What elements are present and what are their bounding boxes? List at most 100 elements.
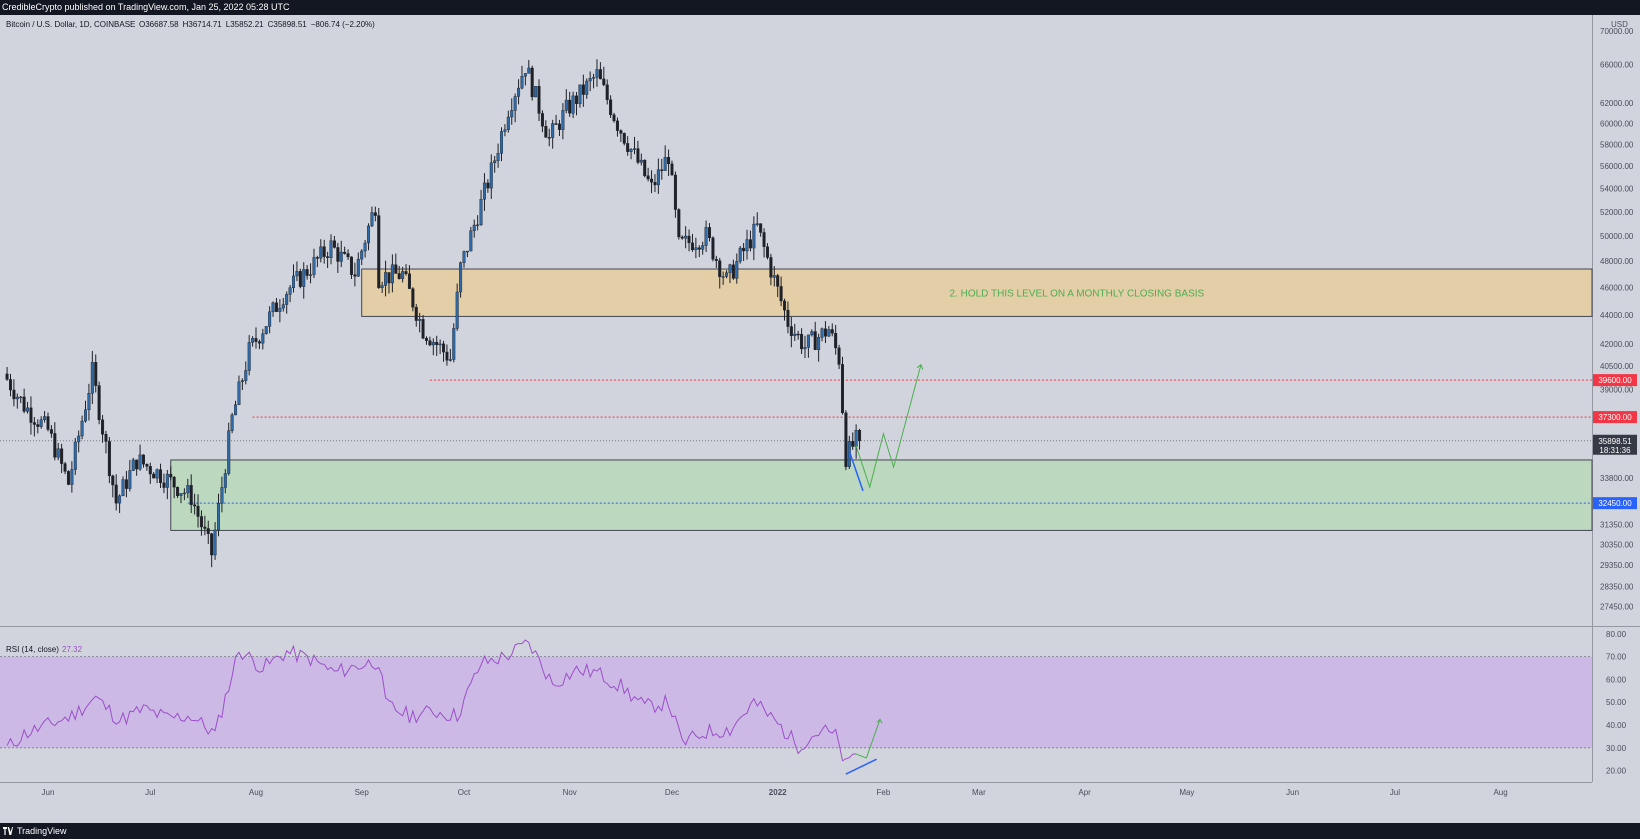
candle-body	[193, 504, 197, 507]
time-tick-label: Dec	[665, 788, 679, 797]
candle-body	[8, 379, 12, 391]
candle-body	[46, 416, 50, 430]
candle	[179, 493, 183, 504]
candle	[84, 400, 88, 423]
price-tick-label: 48000.00	[1600, 257, 1634, 266]
candle	[595, 59, 599, 87]
candle	[534, 86, 538, 98]
price-tick-label: 39000.00	[1600, 386, 1634, 395]
candle	[506, 110, 510, 133]
candle	[8, 373, 12, 397]
candle	[817, 333, 821, 362]
candle-body	[268, 311, 272, 327]
rsi-tick-label: 80.00	[1606, 630, 1627, 639]
candle	[203, 515, 207, 536]
candle-body	[411, 288, 415, 308]
candle-body	[854, 430, 858, 447]
candle	[701, 241, 705, 255]
candle	[759, 223, 763, 237]
candle-body	[80, 420, 84, 437]
candle	[650, 170, 654, 194]
candle	[660, 158, 664, 180]
candle	[363, 239, 367, 258]
candle-body	[776, 275, 780, 287]
candle	[118, 494, 122, 514]
chart-area[interactable]: 2. HOLD THIS LEVEL ON A MONTHLY CLOSING …	[0, 15, 1640, 823]
candle	[261, 328, 265, 350]
tradingview-logo-icon	[3, 827, 13, 835]
candle	[353, 262, 357, 287]
candle	[721, 271, 725, 285]
candle	[769, 253, 773, 286]
candle-body	[547, 137, 551, 139]
candle-body	[575, 95, 579, 104]
time-axis[interactable]	[0, 782, 1640, 823]
price-tick-label: 54000.00	[1600, 184, 1634, 193]
candle-body	[585, 80, 589, 95]
candle	[418, 312, 422, 333]
currency-label: USD	[1611, 20, 1628, 29]
level-tag-39600: 39600.00	[1593, 374, 1637, 387]
candle-body	[234, 404, 238, 416]
candle-body	[540, 113, 544, 127]
price-axis[interactable]	[1592, 15, 1640, 782]
candle-body	[77, 435, 81, 443]
price-tick-label: 33800.00	[1600, 474, 1634, 483]
candle-body	[87, 393, 91, 411]
candle	[581, 74, 585, 107]
candle	[101, 414, 105, 443]
price-tick-label: 66000.00	[1600, 60, 1634, 69]
candle	[745, 229, 749, 260]
candle-body	[660, 169, 664, 171]
candle-body	[336, 247, 340, 262]
candle-body	[650, 178, 654, 183]
level-tag-bg	[1593, 411, 1637, 424]
price-tick-label: 50000.00	[1600, 232, 1634, 241]
candle	[414, 304, 418, 327]
candle-body	[622, 133, 626, 144]
candle	[793, 323, 797, 341]
support-zone	[170, 459, 1593, 531]
candle-body	[520, 75, 524, 89]
candle-body	[428, 340, 432, 346]
candle	[373, 206, 377, 222]
publisher-header: CredibleCrypto published on TradingView.…	[0, 0, 1640, 15]
candle	[43, 411, 47, 423]
candle-body	[462, 251, 466, 263]
candle	[844, 410, 848, 471]
candle	[257, 339, 261, 350]
candle	[796, 330, 800, 340]
candle-body	[377, 215, 381, 288]
candle	[472, 219, 476, 238]
candle-body	[251, 338, 255, 343]
candle-body	[141, 454, 145, 465]
candle	[840, 356, 844, 415]
candle	[639, 153, 643, 166]
candle-body	[138, 454, 142, 470]
candle	[718, 257, 722, 289]
candle	[786, 301, 790, 334]
candle	[459, 261, 463, 298]
candle	[513, 93, 517, 123]
candle	[765, 243, 769, 260]
candle	[779, 276, 783, 307]
candle	[271, 301, 275, 317]
level-tag-bg	[1593, 497, 1637, 510]
candle-body	[602, 78, 606, 86]
candle-body	[165, 473, 169, 488]
price-pane[interactable]	[0, 15, 1592, 626]
candle	[544, 120, 548, 138]
candle	[278, 299, 282, 323]
candle-body	[840, 364, 844, 414]
candle-body	[465, 250, 469, 253]
candle-body	[373, 212, 377, 216]
candle-body	[513, 96, 517, 111]
candle	[728, 263, 732, 284]
candle	[684, 226, 688, 249]
candle	[820, 327, 824, 342]
candle-body	[598, 69, 602, 80]
candle	[384, 260, 388, 297]
candle-body	[431, 341, 435, 346]
candle	[858, 428, 862, 450]
